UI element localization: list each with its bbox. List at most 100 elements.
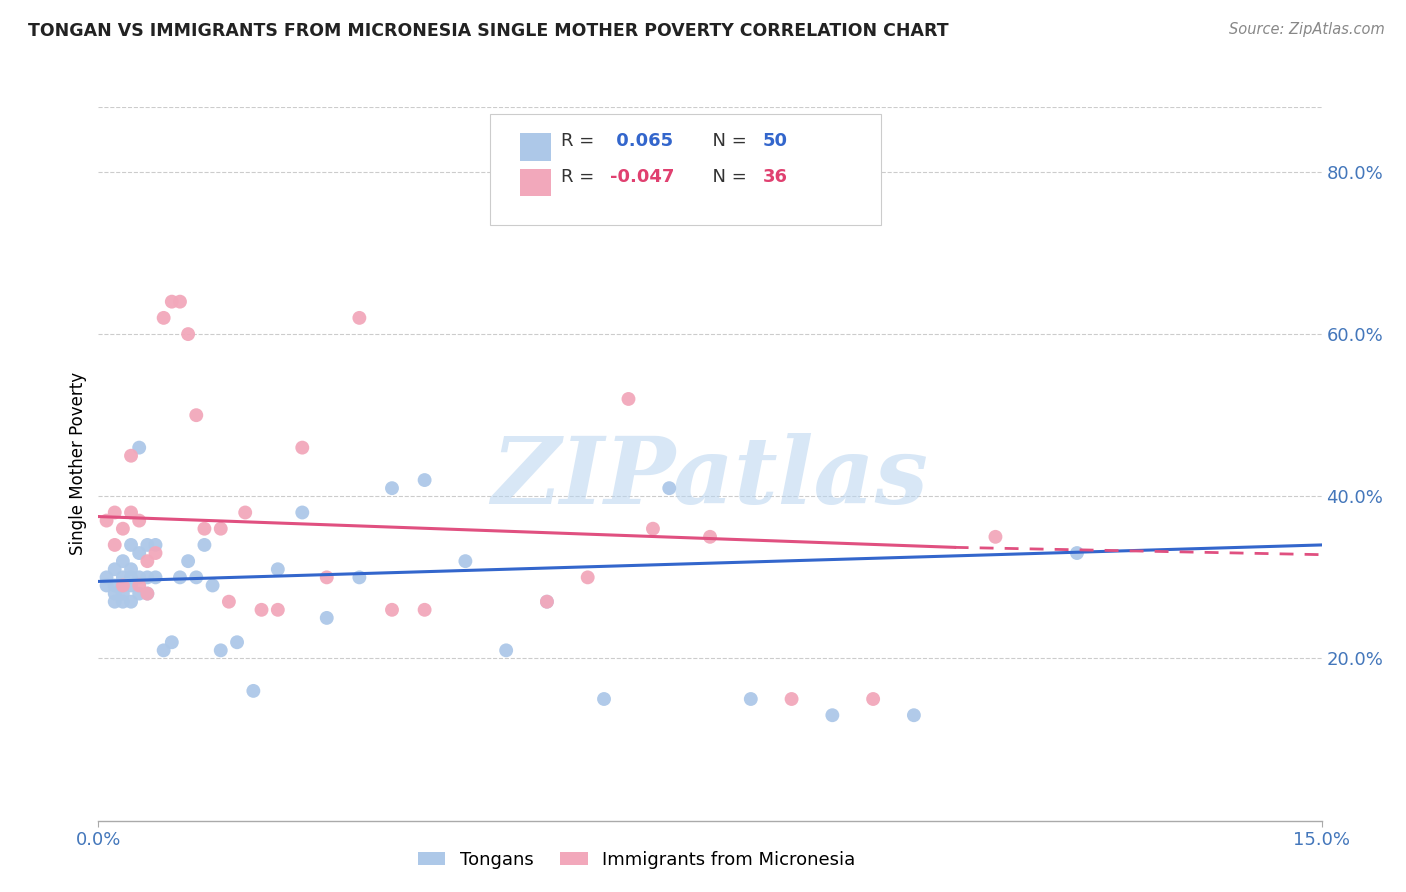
Point (617, 392, 640, 406)
Point (96, 570, 118, 584)
Text: -0.047: -0.047 (610, 168, 673, 186)
Point (413, 473, 436, 487)
FancyBboxPatch shape (520, 134, 551, 161)
Point (120, 578, 142, 592)
Point (111, 586, 134, 600)
Point (96, 578, 118, 592)
Point (169, 294, 191, 309)
Point (120, 449, 142, 463)
Point (209, 643, 232, 657)
Point (740, 692, 762, 706)
Point (315, 611, 337, 625)
Point (128, 514, 150, 528)
Point (104, 538, 127, 552)
Point (160, 294, 183, 309)
Point (128, 570, 150, 584)
Text: R =: R = (561, 132, 600, 150)
Point (495, 643, 517, 657)
Point (160, 635, 183, 649)
Point (152, 643, 174, 657)
Point (145, 546, 167, 560)
Point (111, 578, 134, 592)
Point (136, 586, 159, 600)
Text: 0.065: 0.065 (610, 132, 673, 150)
Point (349, 570, 371, 584)
Point (576, 570, 599, 584)
Point (242, 684, 264, 698)
FancyBboxPatch shape (489, 114, 882, 225)
Point (120, 595, 142, 609)
Point (193, 522, 215, 536)
Point (120, 562, 142, 576)
Text: 36: 36 (762, 168, 787, 186)
Point (291, 441, 314, 455)
Point (111, 522, 134, 536)
Point (104, 562, 127, 576)
Point (349, 310, 371, 325)
Point (111, 570, 134, 584)
Point (218, 595, 240, 609)
Point (658, 481, 681, 495)
Point (136, 554, 159, 568)
Point (128, 546, 150, 560)
Point (104, 578, 127, 592)
Point (267, 603, 290, 617)
Point (233, 506, 256, 520)
Y-axis label: Single Mother Poverty: Single Mother Poverty (69, 372, 87, 556)
Point (381, 603, 404, 617)
Text: N =: N = (702, 132, 754, 150)
Text: TONGAN VS IMMIGRANTS FROM MICRONESIA SINGLE MOTHER POVERTY CORRELATION CHART: TONGAN VS IMMIGRANTS FROM MICRONESIA SIN… (28, 22, 949, 40)
Point (593, 692, 616, 706)
Point (96, 514, 118, 528)
Point (136, 538, 159, 552)
Point (104, 506, 127, 520)
Text: 50: 50 (762, 132, 787, 150)
Point (128, 441, 150, 455)
Point (152, 310, 174, 325)
Text: Source: ZipAtlas.com: Source: ZipAtlas.com (1229, 22, 1385, 37)
Point (111, 595, 134, 609)
Point (1066, 546, 1088, 560)
Point (136, 586, 159, 600)
Point (193, 538, 215, 552)
Point (699, 530, 721, 544)
Point (536, 595, 558, 609)
Point (177, 554, 200, 568)
Point (250, 603, 273, 617)
Point (454, 554, 477, 568)
Point (413, 603, 436, 617)
Point (186, 570, 208, 584)
Point (128, 578, 150, 592)
FancyBboxPatch shape (520, 169, 551, 196)
Point (104, 586, 127, 600)
Point (209, 522, 232, 536)
Point (536, 595, 558, 609)
Point (291, 506, 314, 520)
Point (111, 578, 134, 592)
Point (641, 522, 664, 536)
Point (903, 708, 925, 723)
Point (381, 481, 404, 495)
Text: R =: R = (561, 168, 600, 186)
Text: ZIPatlas: ZIPatlas (492, 434, 928, 523)
Point (169, 570, 191, 584)
Point (120, 538, 142, 552)
Point (145, 538, 167, 552)
Point (821, 708, 844, 723)
Point (104, 595, 127, 609)
Point (201, 578, 224, 592)
Point (186, 408, 208, 422)
Point (120, 570, 142, 584)
Point (120, 506, 142, 520)
Point (984, 530, 1007, 544)
Point (136, 570, 159, 584)
Point (315, 570, 337, 584)
Point (267, 562, 290, 576)
Legend: Tongans, Immigrants from Micronesia: Tongans, Immigrants from Micronesia (411, 844, 862, 876)
Text: N =: N = (702, 168, 754, 186)
Point (226, 635, 249, 649)
Point (177, 327, 200, 342)
Point (111, 554, 134, 568)
Point (145, 570, 167, 584)
Point (128, 586, 150, 600)
